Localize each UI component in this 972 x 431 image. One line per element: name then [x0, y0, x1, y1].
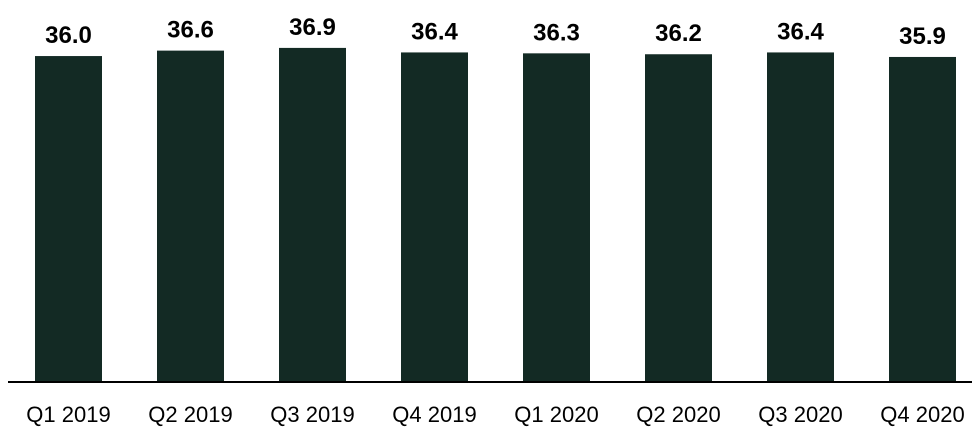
category-label: Q1 2019 [26, 402, 110, 427]
bar [35, 56, 102, 383]
category-label: Q4 2019 [392, 402, 476, 427]
bar [645, 54, 712, 382]
category-label: Q3 2020 [758, 402, 842, 427]
bar [279, 47, 346, 383]
bar-value-label: 36.9 [289, 14, 336, 41]
category-label: Q3 2019 [270, 402, 354, 427]
category-label: Q4 2020 [880, 402, 964, 427]
bar [157, 50, 224, 383]
bar [889, 56, 956, 382]
bar-value-label: 36.2 [655, 20, 702, 47]
bar-value-label: 36.3 [533, 19, 580, 46]
category-label: Q1 2020 [514, 402, 598, 427]
value-labels-group: 36.0 36.6 36.9 36.4 36.3 36.2 36.4 35.9 [45, 14, 946, 50]
category-labels-group: Q1 2019 Q2 2019 Q3 2019 Q4 2019 Q1 2020 Q2 20… [26, 402, 964, 427]
bar [767, 52, 834, 382]
category-label: Q2 2019 [148, 402, 232, 427]
bar [401, 52, 468, 382]
bar-value-label: 36.0 [45, 22, 92, 49]
bar-value-label: 35.9 [899, 23, 946, 50]
bar-value-label: 36.4 [411, 18, 458, 45]
bars-group [35, 47, 956, 383]
bar [523, 53, 590, 383]
category-label: Q2 2020 [636, 402, 720, 427]
bar-value-label: 36.6 [167, 17, 214, 44]
bar-value-label: 36.4 [777, 18, 824, 45]
